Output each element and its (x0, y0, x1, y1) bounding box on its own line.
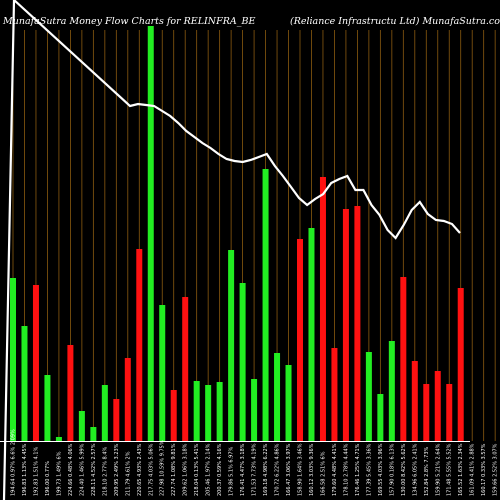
x-tick-label: 200.37 0.59% 4.16% (217, 443, 223, 496)
x-tick-label: 160.17 0.33% 3.57% (481, 443, 487, 496)
x-tick-label: 170.72 6.22% 4.86% (275, 443, 281, 496)
x-tick-label: 179.86 5.1% 6.97% (229, 446, 235, 496)
x-tick-label: 152.84 2.8% 7.73% (424, 446, 430, 496)
x-tick-label: 165.52 1.63% 2.34% (458, 443, 464, 496)
x-tick-label: 199.73 1.49% 6% (56, 451, 62, 496)
x-tick-label: 169.55 4.03% 3.96% (378, 443, 384, 496)
volume-bar (101, 385, 108, 441)
volume-bar (354, 206, 361, 441)
x-tick-label: 176.46 1.25% 4.71% (355, 443, 361, 496)
x-tick-label: 179.60 4.48% 4.41% (332, 443, 338, 496)
x-tick-label: 158.90 1.64% 3.46% (298, 443, 304, 496)
x-axis: 194.64 0.97% 6.6% 2.09% 196.83 1.13% 4.45… (0, 429, 499, 496)
x-tick-label: 166.47 3.06% 3.97% (286, 443, 292, 496)
volume-bar (90, 427, 97, 441)
x-tick-label: 227.74 1.08% 9.81% (171, 443, 177, 496)
price-line (2, 0, 461, 500)
x-tick-label: 194.64 0.97% 6.6% 2.09% (11, 429, 17, 496)
volume-bar (423, 384, 430, 441)
x-tick-label: 161.09 4.41% 2.88% (470, 443, 476, 496)
volume-bar (147, 26, 154, 441)
volume-bar (297, 239, 303, 441)
volume-bar (239, 283, 246, 441)
volume-bar (285, 365, 292, 441)
volume-bar (21, 326, 28, 441)
volume-bar (262, 169, 269, 441)
x-tick-label: 169.18 4.98% 6.22% (263, 443, 269, 496)
volume-bar (124, 358, 131, 441)
x-tick-label: 224.40 1.46% 5.99% (79, 443, 85, 496)
volume-bar (216, 382, 223, 441)
volume-bar (388, 341, 395, 441)
volume-bar (400, 277, 407, 441)
volume-bar (170, 390, 177, 441)
volume-bar (274, 353, 281, 441)
volume-bar (136, 249, 143, 441)
volume-bar (10, 278, 16, 441)
x-tick-label: 130.00 8.42% 5.62% (401, 443, 407, 496)
x-tick-label: 160.12 3.03% 9.36% (309, 443, 315, 496)
volume-bar (55, 437, 62, 441)
x-tick-label: 159.66 2.52% 3.07% (493, 443, 499, 496)
x-tick-label: 178.10 2.78% 4.44% (343, 443, 349, 496)
x-tick-label: 227.98 10.59% 9.75% (160, 440, 166, 496)
x-tick-label: 171.53 7.73% 4.19% (252, 443, 258, 496)
x-tick-label: 220.65 4.93% 2.43% (137, 443, 143, 496)
x-tick-label: 177.39 5.45% 3.36% (366, 443, 372, 496)
x-tick-label: 217.75 4.03% 5.06% (148, 443, 154, 496)
x-tick-label: 166.58 2.51% 6% (320, 451, 326, 496)
x-tick-label: 228.11 4.52% 2.57% (91, 443, 97, 496)
price-line-layer (2, 0, 461, 500)
volume-bar (113, 399, 120, 441)
x-tick-label: 211.79 4.61% 2% (125, 451, 131, 496)
volume-bar (446, 384, 453, 441)
volume-bar (251, 379, 258, 441)
volume-bar (228, 250, 235, 441)
x-tick-label: 209.62 1.06% 3.18% (183, 443, 189, 496)
volume-bar (365, 352, 372, 441)
volume-bar (342, 209, 349, 441)
chart-subtitle: (Reliance Infrastructu Ltd) MunafaSutra.… (290, 16, 500, 27)
volume-bar (331, 348, 338, 441)
volume-bar (411, 361, 418, 441)
chart-title: MunafaSutra Money Flow Charts for RELINF… (2, 16, 255, 27)
volume-bar (434, 371, 441, 441)
volume-bar (319, 177, 326, 441)
volume-bar (182, 297, 189, 441)
volume-bar (32, 285, 39, 441)
x-tick-label: 176.41 4.47% 3.18% (240, 443, 246, 496)
x-tick-label: 218.10 2.77% 8.4% (102, 446, 108, 496)
volume-bar (67, 345, 74, 441)
x-tick-label: 157.90 0.18% 6.13% (389, 443, 395, 496)
volume-bar (377, 394, 384, 441)
volume-bar (44, 375, 51, 441)
x-tick-label: 134.96 6.05% 2.41% (412, 443, 418, 496)
x-tick-label: 171.48 5.55% 5.52% (447, 443, 453, 496)
x-tick-label: 192.83 1.51% 4.1% (33, 446, 39, 496)
x-tick-label: 196.00 0.77% (45, 461, 51, 496)
x-tick-label: 224.66 0.48% 4.06% (68, 443, 74, 496)
volume-bar (457, 288, 464, 441)
x-tick-label: 218.04 0.13% 5.41% (194, 443, 200, 496)
volume-bars (10, 26, 464, 441)
x-tick-label: 209.95 2.49% 3.23% (114, 443, 120, 496)
x-tick-label: 159.90 5.21% 2.64% (435, 443, 441, 496)
volume-bar (159, 305, 166, 441)
x-tick-label: 205.46 1.97% 2.14% (206, 443, 212, 496)
volume-bar (308, 228, 315, 441)
volume-bar (205, 385, 212, 441)
volume-bar (78, 411, 85, 441)
volume-bar (193, 381, 200, 441)
x-tick-label: 196.83 1.13% 4.45% (22, 443, 28, 496)
